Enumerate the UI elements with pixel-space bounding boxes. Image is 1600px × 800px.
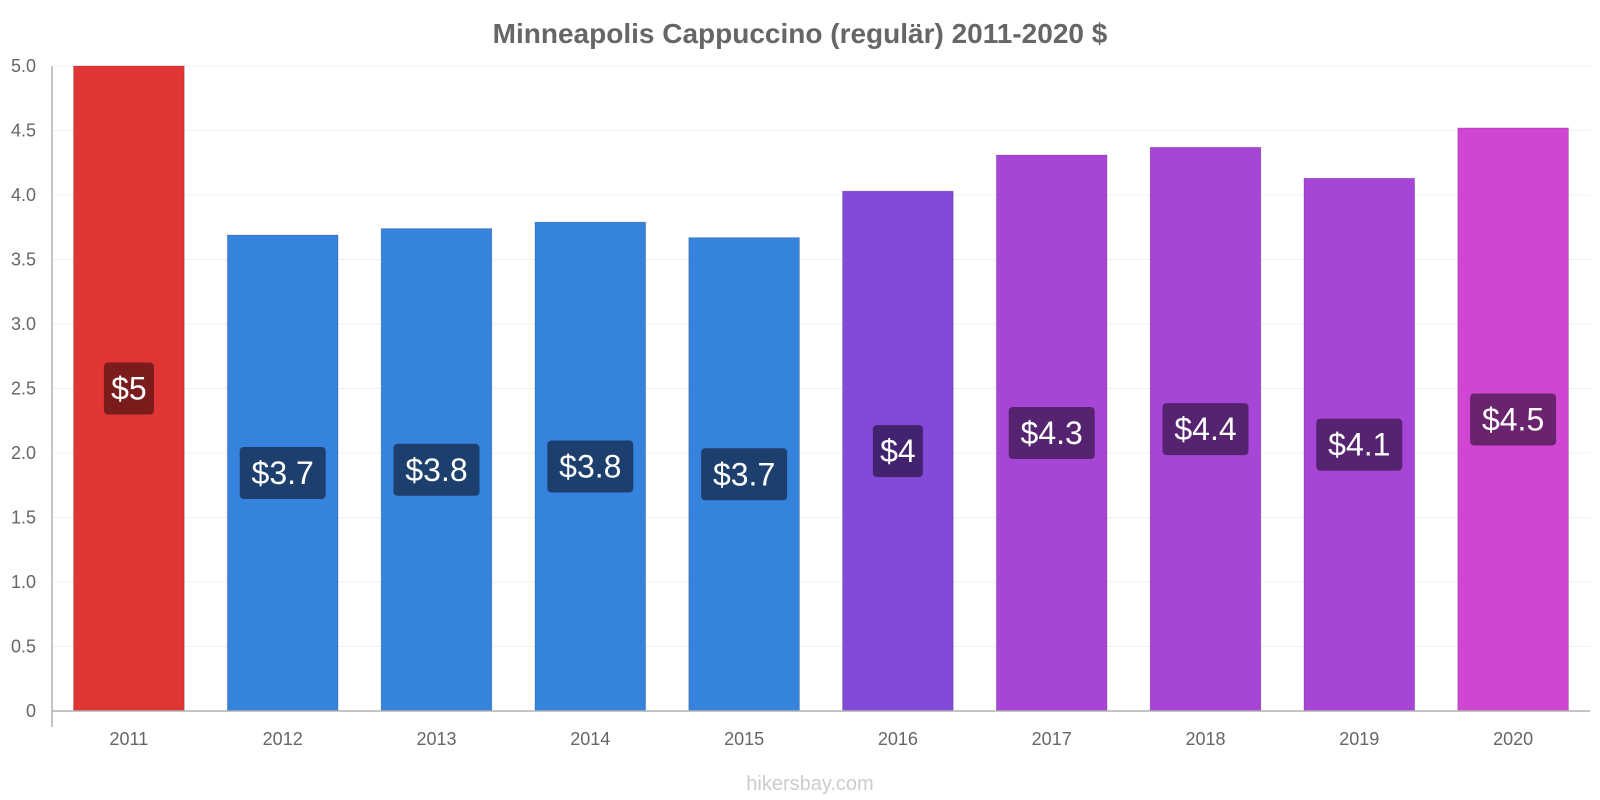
y-tick-label: 4.0	[11, 185, 36, 205]
axes: 0 0.5 1.0 1.5 2.0 2.5 3.0 3.5 4.0 4.5 5.0 2011 2012 2…	[11, 56, 1590, 749]
chart-title: Minneapolis Cappuccino (regulär) 2011-20…	[493, 18, 1108, 49]
y-tick-label: 2.5	[11, 379, 36, 399]
y-tick-label: 3.0	[11, 314, 36, 334]
data-label: $4.4	[1174, 411, 1236, 447]
y-tick-label: 1.5	[11, 508, 36, 528]
data-label-box	[1008, 407, 1095, 460]
x-tick-label: 2019	[1339, 729, 1379, 749]
data-label: $3.8	[559, 449, 621, 485]
data-label-box	[103, 362, 154, 415]
x-tick-label: 2013	[416, 729, 456, 749]
data-label-box	[393, 443, 480, 496]
data-label: $4.5	[1482, 401, 1544, 437]
data-labels: $5 $3.7 $3.8 $3.8 $3.7 $4 $4.3 $4.4 $4.1 $4.5	[103, 362, 1557, 501]
data-label: $3.7	[252, 455, 314, 491]
data-label-box	[1316, 418, 1403, 471]
data-label-box	[1470, 393, 1557, 446]
x-tick-label: 2017	[1032, 729, 1072, 749]
x-tick-label: 2014	[570, 729, 610, 749]
x-tick-label: 2015	[724, 729, 764, 749]
data-label-box	[701, 448, 788, 501]
data-label: $4	[880, 433, 916, 469]
data-label-box	[547, 440, 634, 493]
x-tick-label: 2012	[263, 729, 303, 749]
data-label: $5	[111, 371, 147, 407]
data-label-box	[239, 446, 326, 499]
x-tick-label: 2020	[1493, 729, 1533, 749]
y-tick-label: 0.5	[11, 637, 36, 657]
x-tick-label: 2011	[110, 729, 149, 749]
y-tick-label: 1.0	[11, 572, 36, 592]
data-label-box	[1162, 403, 1249, 456]
y-tick-label: 0	[26, 701, 36, 721]
data-label: $3.7	[713, 456, 775, 492]
y-tick-label: 5.0	[11, 56, 36, 76]
x-tick-label: 2016	[878, 729, 918, 749]
data-label: $3.8	[405, 452, 467, 488]
data-label-box	[872, 425, 923, 478]
watermark: hikersbay.com	[746, 773, 873, 795]
x-tick-label: 2018	[1185, 729, 1225, 749]
y-tick-label: 2.0	[11, 443, 36, 463]
y-tick-label: 3.5	[11, 250, 36, 270]
data-label: $4.1	[1328, 427, 1390, 463]
data-label: $4.3	[1021, 415, 1083, 451]
y-tick-label: 4.5	[11, 121, 36, 141]
